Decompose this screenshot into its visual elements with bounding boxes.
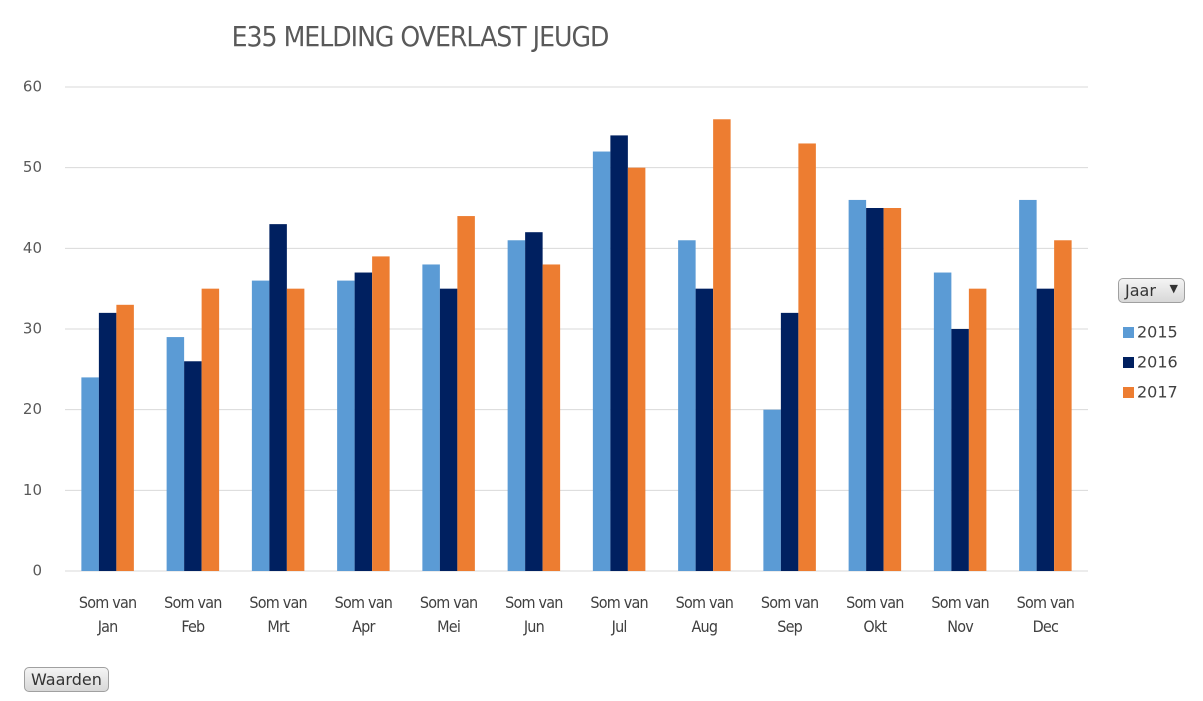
legend-label: 2015	[1137, 323, 1178, 342]
bar	[251, 280, 270, 571]
y-tick-label: 50	[23, 158, 42, 176]
x-tick-label: Som van Jun	[505, 593, 563, 636]
bar	[1019, 199, 1037, 571]
legend-title: Jaar	[1125, 281, 1156, 300]
x-tick-label: Som van Apr	[334, 593, 393, 636]
y-tick-label: 20	[23, 400, 42, 418]
bar	[713, 119, 731, 572]
bar	[1054, 240, 1072, 571]
bar	[883, 208, 902, 571]
x-tick-label: Som van Jan	[78, 593, 137, 636]
legend-swatch	[1123, 387, 1134, 398]
bar	[627, 167, 646, 571]
x-tick-label: Som van Sep	[760, 593, 819, 636]
bar	[848, 199, 867, 571]
bar	[695, 288, 714, 571]
bar	[372, 256, 390, 571]
y-tick-label: 10	[23, 481, 42, 499]
x-tick-label: Som van Okt	[846, 593, 904, 636]
bar	[933, 272, 952, 571]
y-tick-label: 30	[23, 320, 42, 338]
bar	[780, 312, 799, 571]
bar	[525, 232, 543, 571]
x-tick-label: Som van Aug	[675, 593, 734, 636]
bar	[337, 280, 355, 571]
bar	[798, 143, 816, 571]
legend-swatch	[1123, 357, 1134, 368]
bar	[1036, 288, 1055, 571]
bar	[286, 288, 305, 571]
bar	[81, 377, 99, 571]
bar	[457, 216, 475, 572]
y-tick-label: 60	[23, 78, 42, 96]
bar	[116, 304, 134, 571]
bar	[439, 288, 458, 571]
x-tick-label: Som van Mei	[419, 593, 478, 636]
bar	[678, 240, 696, 571]
bar	[542, 264, 561, 571]
bar	[968, 288, 987, 571]
dropdown-arrow: ▼	[1169, 282, 1178, 295]
values-button[interactable]: Waarden	[24, 667, 109, 692]
legend-filter-button[interactable]: Jaar ▼	[1118, 278, 1185, 303]
x-tick-label: Som van Nov	[931, 593, 989, 636]
bar	[866, 208, 884, 571]
bar	[951, 329, 969, 571]
y-tick-label: 0	[32, 562, 42, 580]
bar	[763, 409, 781, 571]
bar	[610, 135, 628, 571]
bar	[201, 288, 220, 571]
x-tick-label: Som van Mrt	[249, 593, 307, 636]
legend-label: 2016	[1137, 353, 1178, 372]
legend-label: 2017	[1137, 383, 1178, 402]
bar	[98, 312, 117, 571]
bar	[507, 240, 526, 571]
bar	[592, 151, 611, 572]
legend-swatch	[1123, 327, 1134, 338]
bar	[269, 224, 287, 571]
bar	[354, 272, 373, 571]
bar	[422, 264, 440, 571]
chart-title: E35 MELDING OVERLAST JEUGD	[232, 20, 609, 53]
bar	[184, 361, 202, 571]
x-tick-label: Som van Jul	[590, 593, 648, 636]
bar	[166, 337, 185, 571]
y-tick-label: 40	[23, 239, 42, 257]
x-tick-label: Som van Dec	[1016, 593, 1075, 636]
x-tick-label: Som van Feb	[164, 593, 222, 636]
